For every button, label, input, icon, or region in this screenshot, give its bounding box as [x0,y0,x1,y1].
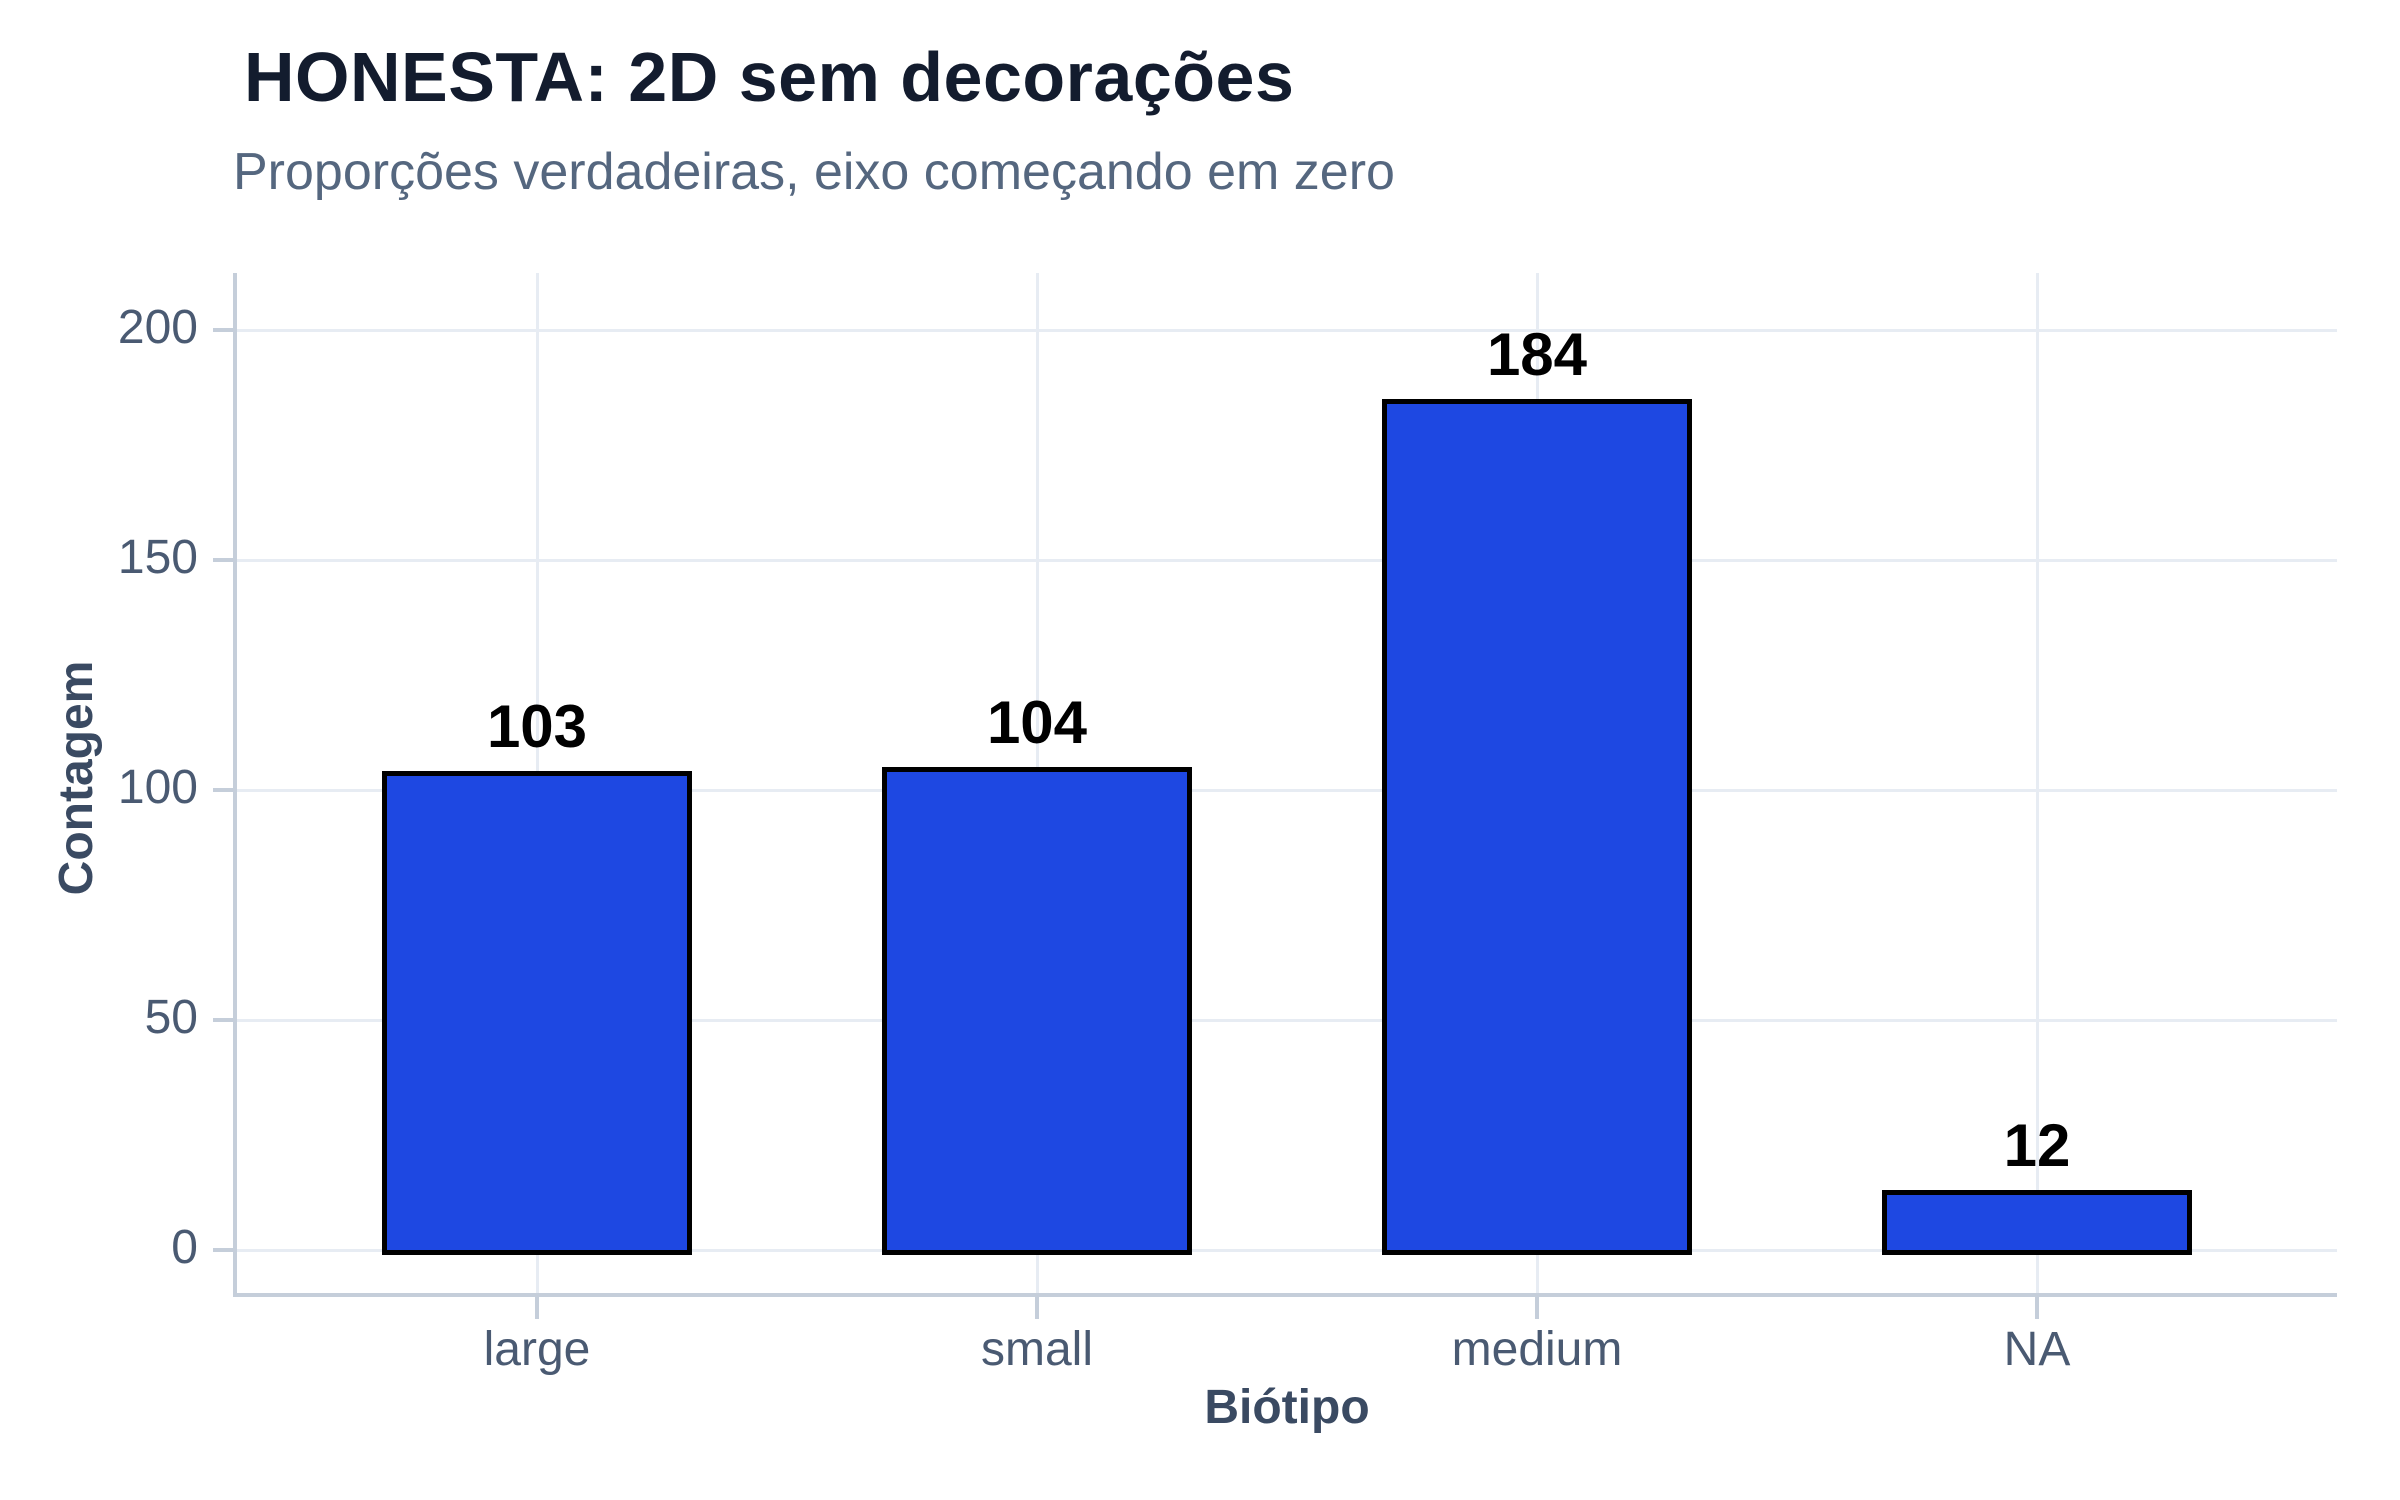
y-gridline [237,788,2337,792]
y-gridline [237,328,2337,332]
y-tick-label: 0 [171,1221,198,1274]
y-tick-label: 150 [117,531,198,584]
y-gridline [237,1248,2337,1252]
y-tick-mark [213,1018,233,1022]
x-axis-title: Biótipo [1204,1381,1370,1434]
bar-value-label: 12 [2003,1111,2071,1179]
bar-medium [1382,398,1692,1255]
x-tick-label: large [483,1323,591,1376]
bar-small [882,766,1192,1255]
y-tick-mark [213,1248,233,1252]
bar-value-label: 104 [986,688,1088,756]
y-tick-mark [213,328,233,332]
chart-subtitle: Proporções verdadeiras, eixo começando e… [233,143,1395,201]
y-gridline [237,1018,2337,1022]
y-axis-line [233,273,237,1293]
x-axis-line [233,1293,2337,1297]
y-gridline [237,558,2337,562]
y-tick-label: 100 [117,761,198,814]
chart-title: HONESTA: 2D sem decorações [244,38,1295,116]
bar-large [382,771,692,1255]
x-tick-label: NA [2003,1323,2071,1376]
y-tick-label: 50 [144,991,198,1044]
y-tick-mark [213,558,233,562]
x-tick-mark [535,1297,539,1319]
x-gridline [2035,273,2039,1293]
x-tick-label: small [980,1323,1093,1376]
x-tick-mark [1535,1297,1539,1319]
y-tick-label: 200 [117,301,198,354]
bar-NA [1882,1189,2192,1255]
y-tick-mark [213,788,233,792]
bar-value-label: 103 [486,693,588,761]
bar-value-label: 184 [1486,320,1588,388]
x-tick-mark [1035,1297,1039,1319]
x-tick-label: medium [1451,1323,1623,1376]
x-tick-mark [2035,1297,2039,1319]
